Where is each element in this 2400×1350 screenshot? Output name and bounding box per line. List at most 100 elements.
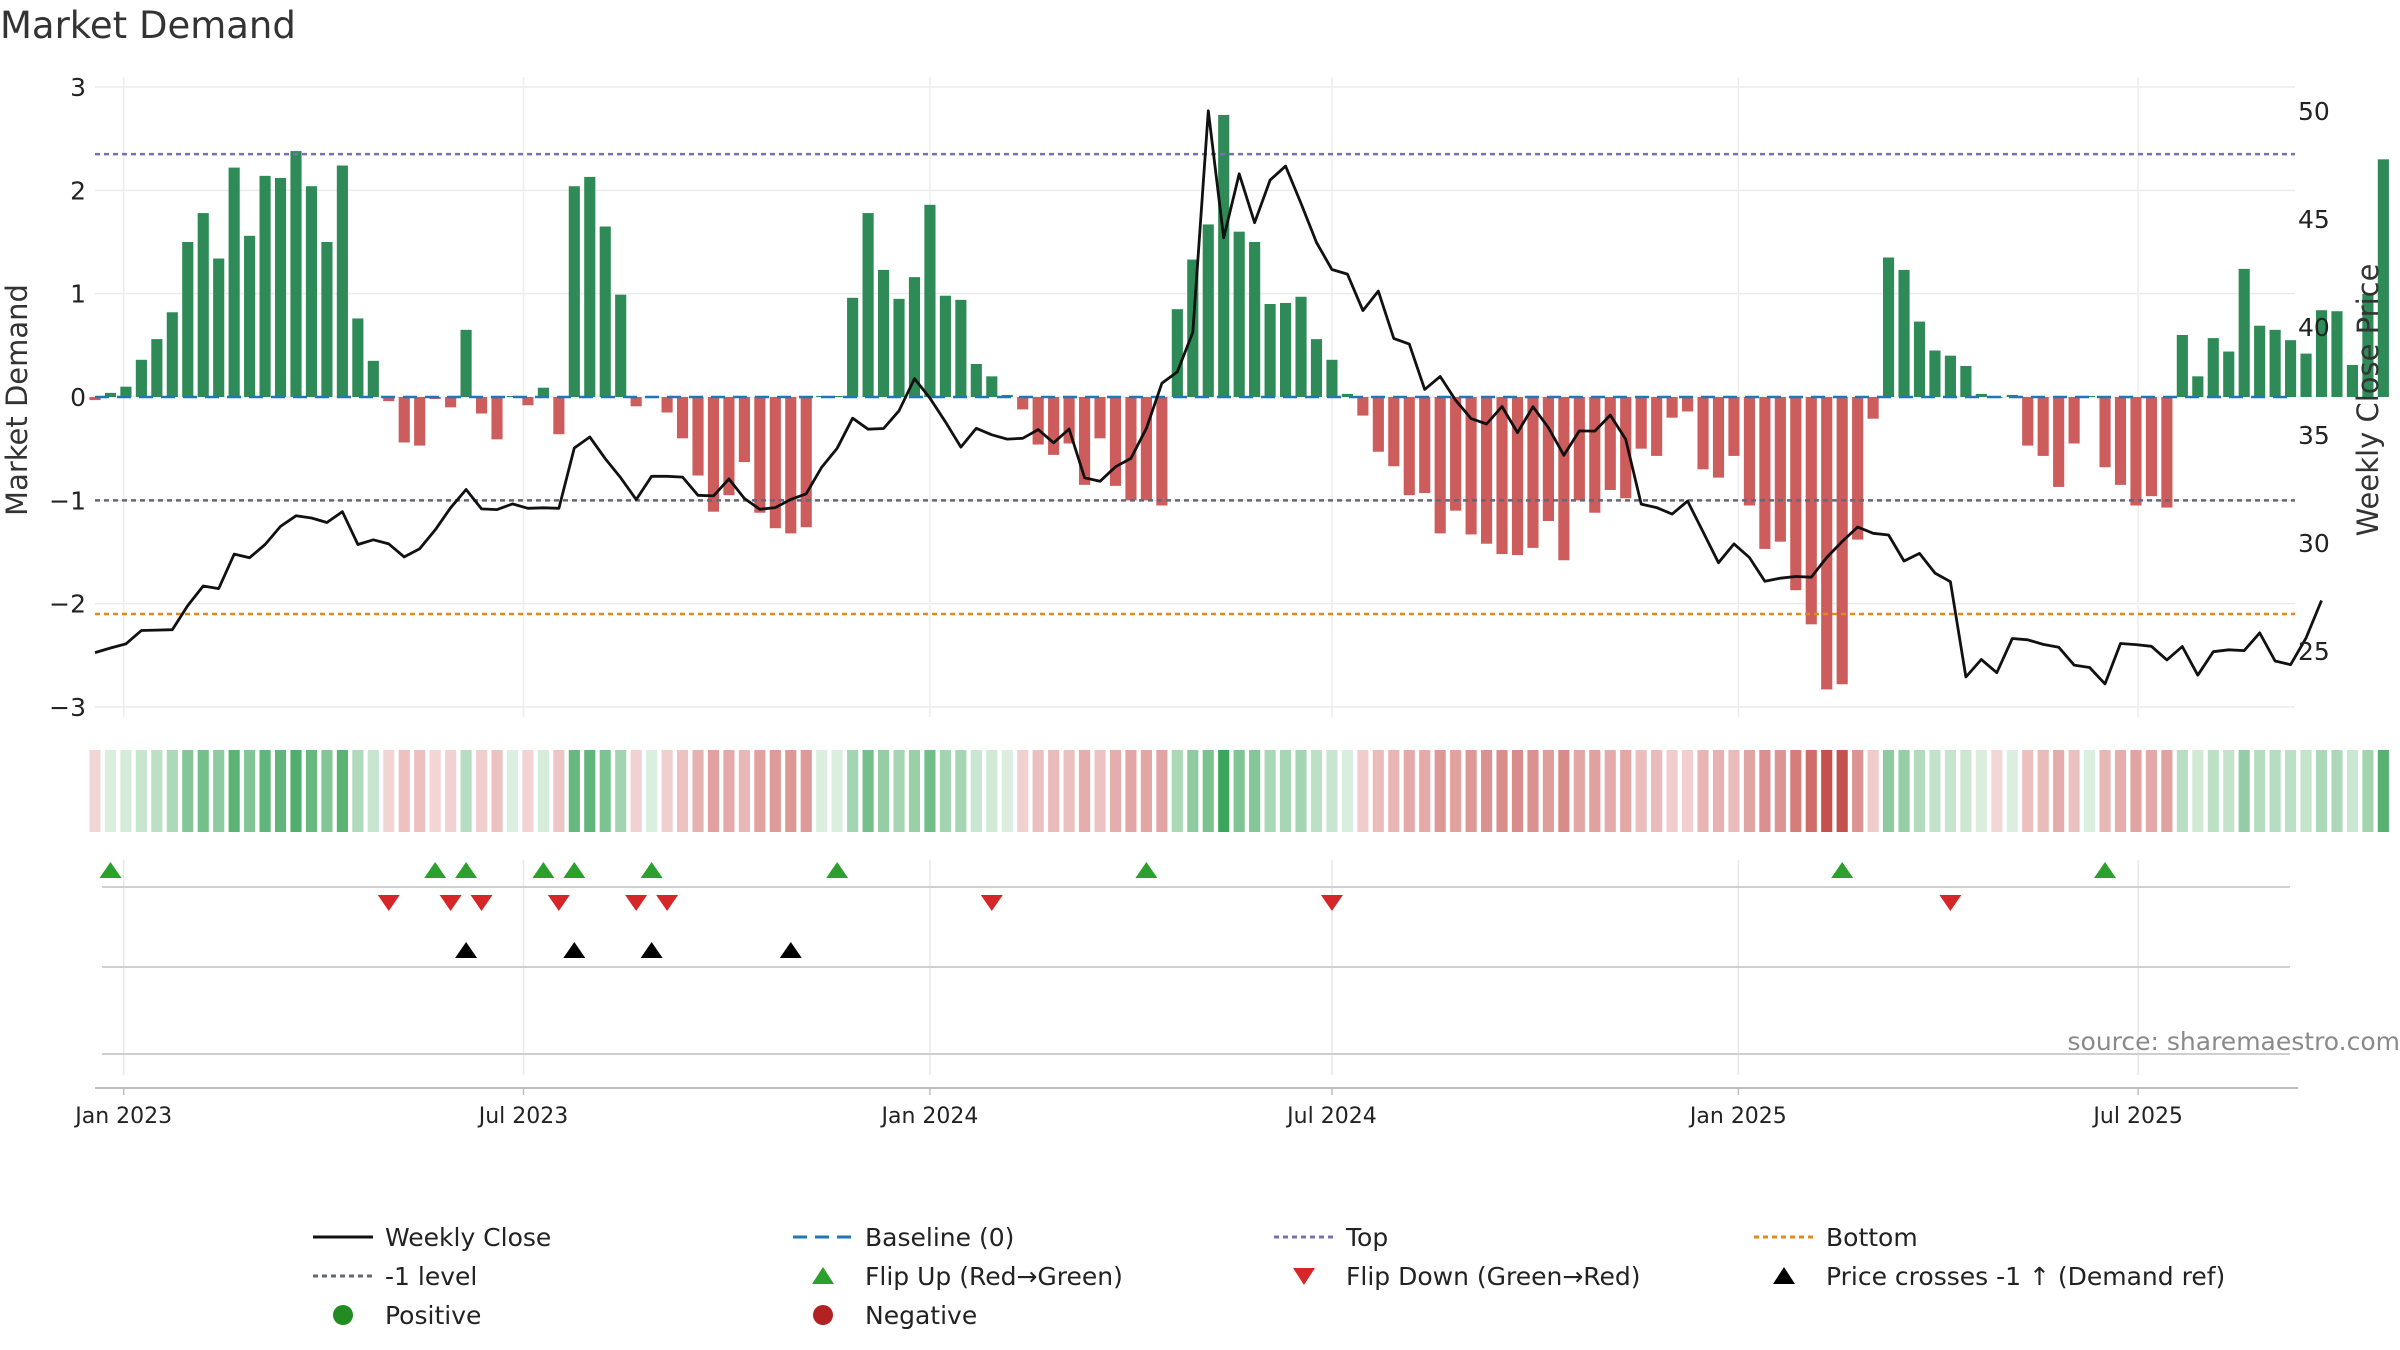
heat-cell-110 [1790, 750, 1802, 832]
heat-cell-125 [2022, 750, 2034, 832]
demand-bar-125 [2022, 397, 2034, 446]
demand-bar-33 [599, 226, 611, 397]
legend-swatch-5 [812, 1267, 834, 1284]
demand-bar-134 [2161, 397, 2173, 508]
x-tick-label-1: Jul 2023 [477, 1104, 569, 1129]
heat-cell-1 [104, 750, 117, 832]
heat-cell-8 [213, 750, 225, 832]
heat-cell-70 [1171, 750, 1183, 832]
demand-bar-117 [1898, 269, 1910, 397]
source-credit: source: sharemaestro.com [2068, 1027, 2400, 1056]
heat-cell-75 [1249, 750, 1261, 832]
y-tick-right-5: 25 [2298, 637, 2330, 666]
heat-cell-141 [2269, 750, 2281, 832]
heat-cell-114 [1852, 750, 1864, 832]
heat-cell-38 [676, 750, 689, 832]
demand-bar-93 [1527, 397, 1539, 548]
demand-bar-105 [1712, 397, 1725, 478]
legend-item-1: Baseline (0) [793, 1223, 1014, 1252]
legend-label-9: Negative [865, 1301, 977, 1330]
demand-bar-98 [1604, 397, 1616, 490]
y-tick-right-0: 50 [2298, 97, 2330, 126]
flip-down-marker-3 [547, 895, 570, 911]
chart-title: Market Demand [0, 4, 296, 47]
heat-cell-66 [1109, 750, 1122, 832]
demand-bar-140 [2254, 325, 2266, 397]
heat-cell-53 [908, 750, 921, 832]
demand-bar-120 [1944, 355, 1956, 397]
heat-cell-7 [197, 750, 209, 832]
legend-item-5: Flip Up (Red→Green) [812, 1262, 1123, 1291]
demand-bar-121 [1960, 366, 1972, 397]
demand-bar-64 [1078, 397, 1091, 485]
flip-down-marker-2 [470, 895, 493, 911]
demand-bar-102 [1666, 397, 1678, 418]
demand-bar-58 [986, 376, 998, 397]
demand-bar-24 [460, 329, 472, 397]
demand-bar-68 [1140, 397, 1152, 501]
heat-cell-146 [2346, 750, 2358, 832]
legend-label-7: Price crosses -1 ↑ (Demand ref) [1826, 1262, 2225, 1291]
heat-cell-104 [1697, 750, 1709, 832]
demand-bar-50 [862, 213, 874, 397]
heat-cell-131 [2114, 750, 2127, 832]
heat-cell-119 [1929, 750, 1941, 832]
heat-cell-143 [2300, 750, 2312, 832]
demand-bar-66 [1109, 397, 1122, 486]
heat-cell-129 [2084, 750, 2096, 832]
heat-cell-25 [475, 750, 488, 832]
y-tick-left-2: 1 [70, 280, 86, 309]
demand-bar-132 [2130, 397, 2142, 506]
flip-down-marker-1 [439, 895, 462, 911]
heat-cell-55 [939, 750, 951, 832]
heat-cell-122 [1975, 750, 1987, 832]
y-tick-right-2: 40 [2298, 313, 2330, 342]
demand-bar-142 [2285, 340, 2297, 397]
price-cross-marker-1 [563, 942, 586, 958]
legend-label-2: Top [1345, 1223, 1388, 1252]
flip-down-marker-8 [1939, 895, 1962, 911]
demand-bar-103 [1682, 397, 1694, 412]
legend-swatch-9 [813, 1305, 833, 1325]
heat-cell-144 [2315, 750, 2328, 832]
x-tick-label-2: Jan 2024 [879, 1104, 978, 1129]
demand-bar-10 [244, 235, 256, 397]
demand-bar-55 [939, 295, 951, 397]
demand-bar-94 [1542, 397, 1554, 521]
demand-bar-104 [1697, 397, 1709, 470]
demand-bar-127 [2053, 397, 2065, 487]
demand-bar-139 [2238, 268, 2250, 397]
demand-bar-80 [1326, 359, 1338, 397]
demand-bar-23 [445, 397, 457, 408]
y-tick-left-3: 0 [70, 383, 86, 412]
heat-cell-105 [1712, 750, 1725, 832]
heat-cell-116 [1883, 750, 1895, 832]
demand-bar-49 [847, 297, 859, 397]
demand-bar-54 [924, 204, 936, 397]
legend: Weekly Close Baseline (0) Top Bottom -1 leve… [313, 1223, 2225, 1330]
heat-cell-28 [522, 750, 534, 832]
heat-cell-39 [692, 750, 704, 832]
demand-bar-3 [135, 359, 147, 397]
x-tick-label-5: Jul 2025 [2091, 1104, 2183, 1129]
demand-bar-51 [877, 269, 890, 397]
demand-bar-126 [2037, 397, 2049, 456]
heat-cell-42 [738, 750, 750, 832]
heat-cell-5 [166, 750, 178, 832]
heat-cell-36 [646, 750, 658, 832]
heat-cell-108 [1759, 750, 1771, 832]
heat-cell-32 [584, 750, 596, 832]
heat-cell-99 [1620, 750, 1632, 832]
heat-cell-101 [1651, 750, 1663, 832]
heat-cell-27 [506, 750, 519, 832]
heat-cell-41 [723, 750, 735, 832]
demand-bar-73 [1218, 114, 1230, 398]
y-tick-left-0: 3 [70, 73, 86, 102]
flip-down-marker-7 [1320, 895, 1343, 911]
heat-cell-12 [274, 750, 287, 832]
legend-label-6: Flip Down (Green→Red) [1346, 1262, 1641, 1291]
legend-item-9: Negative [813, 1301, 977, 1330]
heat-cell-40 [707, 750, 720, 832]
demand-bar-77 [1279, 302, 1292, 397]
heat-cell-43 [754, 750, 766, 832]
